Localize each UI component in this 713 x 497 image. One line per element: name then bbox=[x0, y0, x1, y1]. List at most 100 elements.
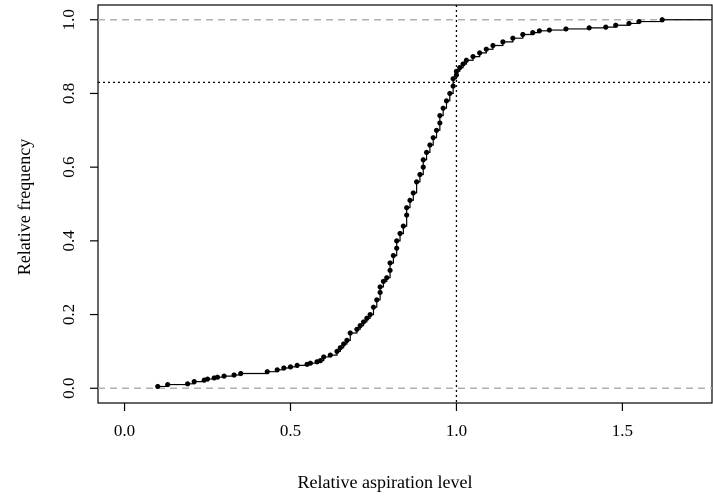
data-point bbox=[636, 18, 642, 25]
plot-frame bbox=[97, 4, 713, 404]
data-point bbox=[341, 341, 347, 347]
data-point bbox=[307, 360, 314, 366]
data-point bbox=[447, 90, 453, 97]
data-point bbox=[347, 330, 353, 336]
data-point bbox=[423, 149, 430, 156]
data-point bbox=[510, 35, 516, 41]
data-point bbox=[407, 197, 413, 203]
data-point bbox=[377, 289, 383, 296]
data-point bbox=[613, 22, 619, 28]
x-axis-label: Relative aspiration level bbox=[298, 472, 473, 492]
reference-lines bbox=[98, 5, 712, 403]
x-tick-label: 1.5 bbox=[612, 421, 633, 440]
data-point bbox=[390, 252, 396, 259]
data-point bbox=[238, 370, 244, 377]
data-point bbox=[460, 61, 466, 67]
data-point bbox=[659, 17, 665, 23]
data-point bbox=[191, 379, 197, 385]
data-point bbox=[384, 275, 390, 281]
data-point bbox=[457, 65, 463, 71]
data-point bbox=[334, 348, 340, 355]
x-tick-label: 1.0 bbox=[446, 421, 467, 440]
data-point bbox=[397, 230, 403, 237]
data-point bbox=[317, 358, 323, 364]
data-point bbox=[214, 374, 221, 380]
data-point bbox=[626, 20, 632, 27]
data-point bbox=[477, 50, 483, 56]
data-point bbox=[287, 364, 294, 370]
data-point bbox=[231, 372, 237, 378]
data-point bbox=[221, 373, 227, 379]
data-point bbox=[414, 179, 420, 185]
data-point bbox=[274, 367, 280, 373]
y-axis: 0.0 0.2 0.4 0.6 0.8 1.0 bbox=[59, 9, 98, 399]
x-tick-label: 0.5 bbox=[280, 421, 301, 440]
data-point bbox=[536, 28, 543, 34]
data-point bbox=[453, 72, 460, 78]
data-points bbox=[155, 17, 665, 390]
data-point bbox=[404, 212, 410, 218]
data-point bbox=[586, 25, 592, 31]
data-point bbox=[394, 238, 400, 244]
data-point bbox=[490, 42, 496, 49]
x-tick-label: 0.0 bbox=[114, 421, 135, 440]
data-point bbox=[450, 76, 456, 82]
data-point bbox=[400, 223, 406, 229]
data-point bbox=[370, 304, 377, 310]
y-tick-label: 1.0 bbox=[59, 9, 78, 30]
data-point bbox=[417, 171, 423, 178]
data-point bbox=[357, 323, 363, 329]
data-point bbox=[294, 362, 300, 369]
data-point bbox=[394, 245, 400, 251]
data-point bbox=[387, 267, 393, 273]
data-point bbox=[410, 190, 416, 196]
plot-area bbox=[97, 4, 713, 404]
data-point bbox=[367, 311, 373, 318]
data-point bbox=[433, 127, 440, 133]
data-point bbox=[546, 27, 552, 33]
data-point bbox=[420, 157, 426, 163]
data-point bbox=[453, 68, 460, 74]
data-point bbox=[204, 376, 211, 382]
data-point bbox=[185, 381, 191, 387]
data-point bbox=[437, 120, 443, 126]
y-tick-label: 0.8 bbox=[59, 83, 78, 104]
data-point bbox=[563, 26, 569, 32]
data-point bbox=[374, 297, 380, 303]
data-point bbox=[603, 24, 609, 30]
data-point bbox=[387, 260, 393, 266]
y-axis-label: Relative frequency bbox=[14, 139, 34, 275]
data-point bbox=[420, 164, 426, 170]
data-point bbox=[364, 315, 370, 321]
y-tick-label: 0.2 bbox=[59, 304, 78, 325]
data-point bbox=[483, 46, 489, 52]
data-point bbox=[380, 278, 387, 284]
data-point bbox=[404, 205, 410, 211]
y-tick-label: 0.4 bbox=[59, 230, 78, 252]
data-point bbox=[321, 354, 327, 360]
data-point bbox=[360, 319, 367, 325]
data-point bbox=[463, 57, 469, 63]
ecdf-step-line bbox=[157, 19, 712, 388]
data-point bbox=[327, 352, 333, 358]
data-point bbox=[520, 31, 526, 38]
data-point bbox=[430, 135, 436, 141]
data-point bbox=[437, 112, 443, 119]
y-tick-label: 0.0 bbox=[59, 378, 78, 399]
data-point bbox=[500, 39, 506, 45]
data-point bbox=[377, 284, 383, 290]
x-axis: 0.0 0.5 1.0 1.5 bbox=[114, 403, 633, 440]
data-point bbox=[264, 369, 270, 375]
data-point bbox=[443, 98, 450, 104]
data-point bbox=[440, 105, 446, 111]
data-point bbox=[530, 30, 536, 36]
data-point bbox=[427, 142, 433, 148]
data-point bbox=[450, 83, 456, 89]
data-point bbox=[155, 383, 161, 390]
data-point bbox=[337, 345, 343, 351]
data-point bbox=[165, 381, 171, 388]
y-tick-label: 0.6 bbox=[59, 157, 78, 178]
data-point bbox=[281, 365, 287, 371]
data-point bbox=[344, 337, 350, 343]
